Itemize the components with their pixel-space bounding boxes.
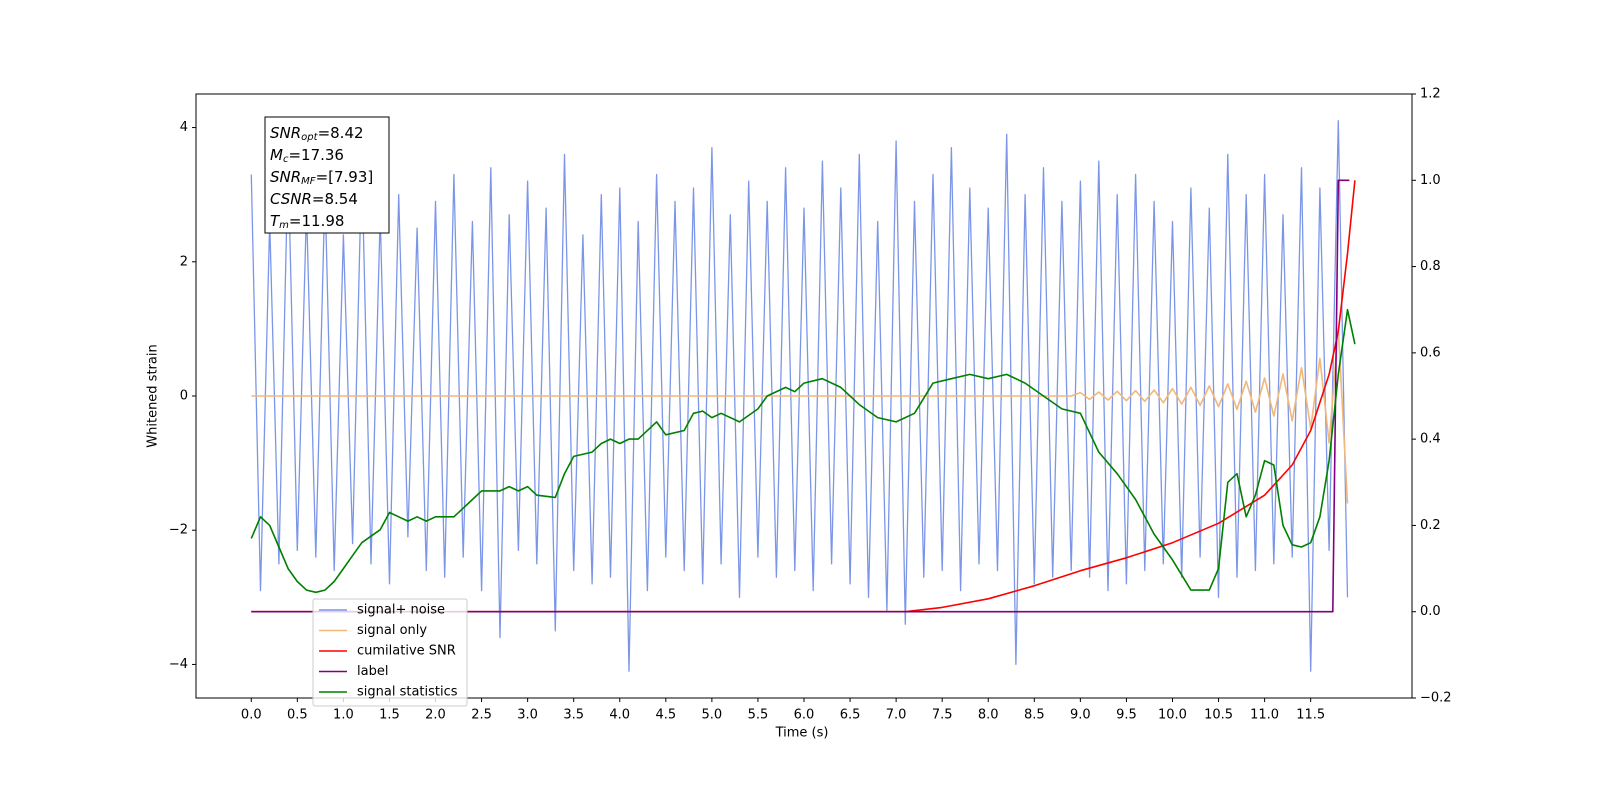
y2-tick-label: 0.8 xyxy=(1420,259,1441,274)
x-tick-label: 11.0 xyxy=(1250,708,1279,723)
legend-label: signal+ noise xyxy=(357,603,445,618)
annotation-frame xyxy=(264,116,390,234)
annotation-symbol: SNR xyxy=(270,124,301,142)
legend-label: signal only xyxy=(357,623,427,638)
annotation-text: Mc=17.36 xyxy=(270,146,344,166)
x-tick-label: 5.5 xyxy=(748,708,769,723)
y-tick-label: 0 xyxy=(180,389,188,404)
x-tick-label: 3.5 xyxy=(563,708,584,723)
x-tick-label: 6.5 xyxy=(840,708,861,723)
y-tick-label: 4 xyxy=(180,120,188,135)
annotation-symbol: SNR xyxy=(270,168,301,186)
x-tick-label: 11.5 xyxy=(1296,708,1325,723)
y2-tick-label: 0.0 xyxy=(1420,604,1441,619)
x-tick-label: 2.5 xyxy=(471,708,492,723)
legend-label: signal statistics xyxy=(357,685,458,700)
annotation-symbol: M xyxy=(270,146,283,164)
y-tick-label: 2 xyxy=(180,254,188,269)
x-tick-label: 1.0 xyxy=(333,708,354,723)
annotation-value: =11.98 xyxy=(289,212,345,230)
y-axis-label: Whitened strain xyxy=(146,344,161,447)
series-line xyxy=(250,308,1356,594)
y-tick-label: −4 xyxy=(169,657,188,672)
annotation-text: Tm=11.98 xyxy=(270,212,344,232)
annotation-subscript: c xyxy=(283,154,289,165)
y2-tick-label: 0.6 xyxy=(1420,345,1441,360)
y2-tick-label: 1.2 xyxy=(1420,87,1441,102)
annotation-text: SNRMF=[7.93] xyxy=(270,168,373,188)
annotation-subscript: opt xyxy=(301,132,318,143)
annotation-value: =17.36 xyxy=(288,146,344,164)
series-line xyxy=(251,180,1356,613)
annotation-value: =8.42 xyxy=(318,124,364,142)
x-tick-label: 9.5 xyxy=(1116,708,1137,723)
x-tick-label: 0.5 xyxy=(287,708,308,723)
annotation-subscript: MF xyxy=(301,176,316,187)
x-tick-label: 9.0 xyxy=(1070,708,1091,723)
x-tick-label: 0.0 xyxy=(241,708,262,723)
series-group xyxy=(250,120,1356,672)
series-line xyxy=(251,328,1349,504)
annotation-symbol: CSNR xyxy=(270,190,312,208)
x-tick-label: 1.5 xyxy=(379,708,400,723)
y2-tick-label: 0.4 xyxy=(1420,432,1441,447)
x-tick-label: 5.0 xyxy=(702,708,723,723)
annotation-value: =[7.93] xyxy=(316,168,374,186)
annotation-symbol: T xyxy=(270,212,281,230)
x-tick-label: 10.0 xyxy=(1158,708,1187,723)
y2-tick-label: −0.2 xyxy=(1420,691,1452,706)
annotation-box: SNRopt=8.42Mc=17.36SNRMF=[7.93]CSNR=8.54… xyxy=(264,116,390,234)
annotation-text: CSNR=8.54 xyxy=(270,190,358,208)
annotation-subscript: m xyxy=(279,220,289,231)
x-tick-label: 3.0 xyxy=(517,708,538,723)
legend: signal+ noise signal only cumilative SNR la… xyxy=(312,598,468,707)
legend-label: cumilative SNR xyxy=(357,644,456,659)
x-tick-label: 7.5 xyxy=(932,708,953,723)
x-tick-label: 4.5 xyxy=(655,708,676,723)
x-tick-label: 4.0 xyxy=(609,708,630,723)
x-axis-label: Time (s) xyxy=(775,726,829,741)
annotation-value: =8.54 xyxy=(312,190,358,208)
x-tick-label: 8.0 xyxy=(978,708,999,723)
x-tick-label: 7.0 xyxy=(886,708,907,723)
annotation-text: SNRopt=8.42 xyxy=(270,124,364,144)
legend-label: label xyxy=(357,664,388,679)
y2-tick-label: 1.0 xyxy=(1420,173,1441,188)
x-tick-label: 10.5 xyxy=(1204,708,1233,723)
x-tick-label: 8.5 xyxy=(1024,708,1045,723)
y2-tick-label: 0.2 xyxy=(1420,518,1441,533)
x-tick-label: 2.0 xyxy=(425,708,446,723)
series-line xyxy=(250,120,1349,672)
x-tick-label: 6.0 xyxy=(794,708,815,723)
y-tick-label: −2 xyxy=(169,523,188,538)
legend-frame xyxy=(312,598,468,707)
